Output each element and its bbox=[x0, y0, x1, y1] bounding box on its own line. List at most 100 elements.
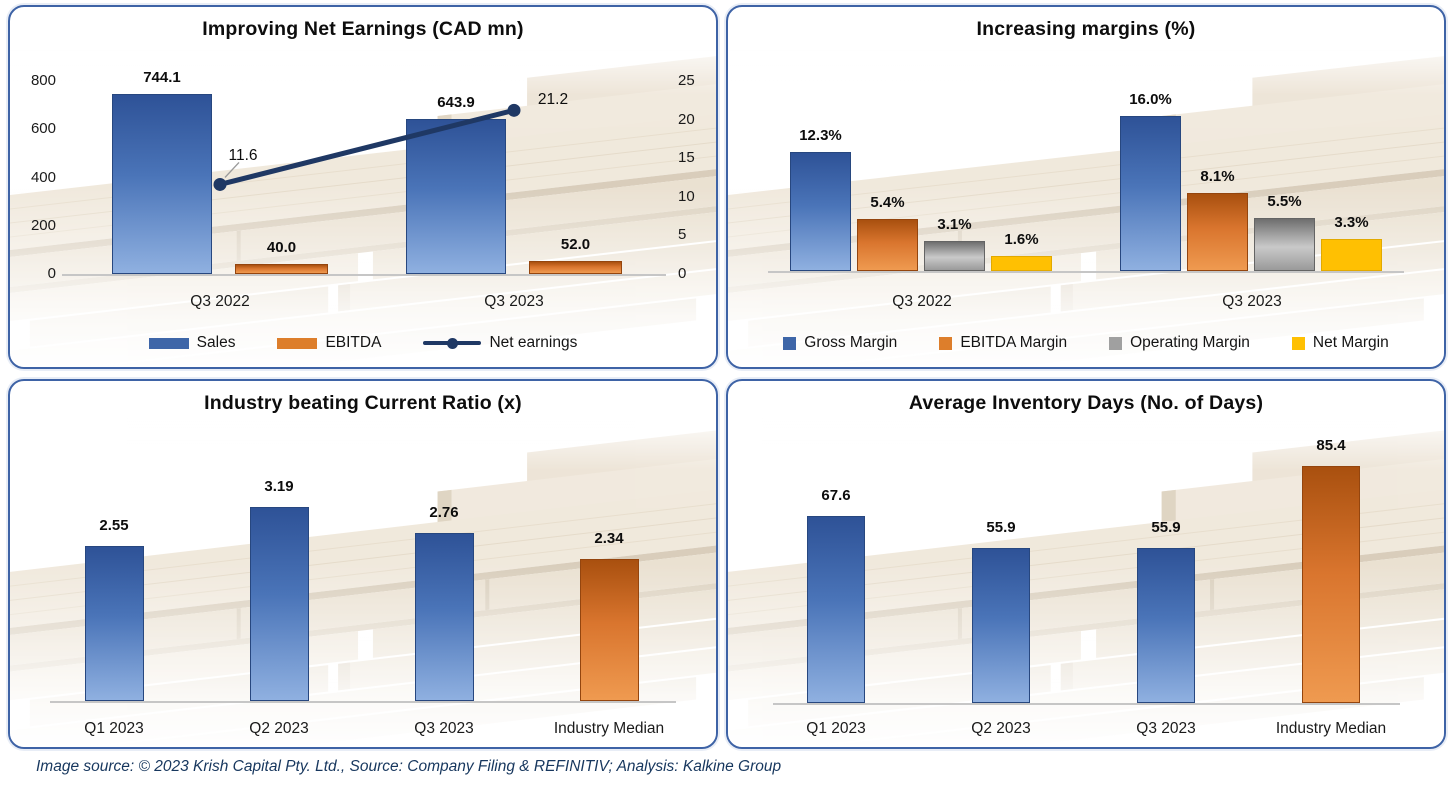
bar-operating-margin-q3-2022 bbox=[924, 240, 985, 271]
data-label-sales-q3-2022: 744.1 bbox=[143, 69, 181, 87]
legend-swatch-operating-margin bbox=[1109, 336, 1123, 350]
chart-legend: Sales EBITDA Net earnings bbox=[10, 334, 716, 352]
x-axis-label-q1-2023: Q1 2023 bbox=[806, 720, 866, 737]
legend-item-gross-margin: Gross Margin bbox=[783, 334, 897, 352]
legend-swatch-sales bbox=[148, 337, 189, 349]
legend-item-ebitda-margin: EBITDA Margin bbox=[939, 334, 1067, 352]
data-label-ebitda-q3-2023: 52.0 bbox=[560, 236, 591, 254]
chart-title: Industry beating Current Ratio (x) bbox=[204, 392, 522, 414]
data-label-operating-margin-q3-2022: 3.1% bbox=[937, 215, 972, 233]
data-label-ebitda-margin-q3-2022: 5.4% bbox=[870, 193, 905, 211]
data-label-ebitda-q3-2022: 40.0 bbox=[266, 239, 297, 257]
data-label-q1-2023: 67.6 bbox=[821, 486, 851, 504]
left-axis-tick: 200 bbox=[30, 216, 56, 234]
right-axis-tick: 20 bbox=[678, 110, 695, 128]
x-axis-line bbox=[768, 271, 1404, 273]
bar-ebitda-margin-q3-2023 bbox=[1187, 192, 1248, 271]
left-axis-tick: 0 bbox=[47, 265, 56, 282]
bar-operating-margin-q3-2023 bbox=[1254, 217, 1315, 271]
legend-label: EBITDA bbox=[325, 334, 382, 351]
x-axis-label-industry-median: Industry Median bbox=[1275, 720, 1387, 737]
x-axis-line bbox=[50, 701, 676, 703]
data-label-gross-margin-q3-2023: 16.0% bbox=[1129, 91, 1172, 109]
x-axis-label-q3-2022: Q3 2022 bbox=[190, 293, 250, 310]
data-label-industry-median: 2.34 bbox=[594, 529, 624, 547]
data-label-q1-2023: 2.55 bbox=[99, 516, 129, 534]
chart-title: Average Inventory Days (No. of Days) bbox=[908, 392, 1264, 414]
bar-gross-margin-q3-2022 bbox=[790, 151, 851, 271]
data-label-q2-2023: 3.19 bbox=[264, 477, 294, 495]
legend-label: Operating Margin bbox=[1130, 334, 1250, 351]
bar-q2-2023 bbox=[249, 506, 309, 701]
data-label-q2-2023: 55.9 bbox=[986, 519, 1016, 537]
bar-sales-q3-2023 bbox=[406, 118, 506, 274]
chart-plot-area: 12.3% 16.0% 5.4% 8.1% 3.1% 5.5% 1.6% 3.3% Q3 202… bbox=[728, 7, 1444, 367]
x-axis-label-q1-2023: Q1 2023 bbox=[84, 720, 144, 737]
current-ratio-chart-panel: Industry beating Current Ratio (x) 2.55 Q… bbox=[8, 379, 718, 749]
legend-label: Sales bbox=[196, 334, 236, 351]
legend-label: EBITDA Margin bbox=[960, 334, 1068, 351]
bar-gross-margin-q3-2023 bbox=[1120, 116, 1181, 271]
x-axis-label-q3-2023: Q3 2023 bbox=[1136, 720, 1196, 737]
net-earnings-point-q3-2022 bbox=[213, 177, 227, 191]
left-axis-tick: 600 bbox=[30, 120, 56, 138]
x-axis-label-q3-2023: Q3 2023 bbox=[1222, 293, 1282, 310]
data-label-q3-2023: 2.76 bbox=[429, 504, 459, 522]
bar-q2-2023 bbox=[972, 548, 1030, 703]
data-label-leader-line bbox=[224, 161, 240, 178]
x-axis-line bbox=[773, 703, 1400, 705]
legend-item-net-margin: Net Margin bbox=[1291, 334, 1389, 352]
legend-item-net-earnings: Net earnings bbox=[423, 334, 577, 352]
legend-swatch-net-margin bbox=[1291, 336, 1305, 350]
net-earnings-line bbox=[217, 107, 517, 187]
bar-q3-2023 bbox=[414, 533, 474, 701]
x-axis-line bbox=[62, 274, 666, 276]
legend-swatch-net-earnings bbox=[423, 337, 482, 349]
chart-title: Improving Net Earnings (CAD mn) bbox=[202, 18, 524, 40]
chart-plot-area: 2.55 Q1 2023 3.19 Q2 2023 2.76 Q3 2023 2.34 Ind… bbox=[10, 381, 716, 747]
right-axis-tick: 5 bbox=[678, 226, 687, 244]
data-label-q3-2023: 55.9 bbox=[1151, 519, 1181, 537]
chart-title: Increasing margins (%) bbox=[976, 18, 1196, 40]
x-axis-label-q3-2022: Q3 2022 bbox=[892, 293, 952, 310]
net-earnings-line-layer bbox=[213, 103, 521, 191]
data-label-industry-median: 85.4 bbox=[1316, 437, 1346, 455]
x-axis-label-q3-2023: Q3 2023 bbox=[414, 720, 474, 737]
data-label-net-earnings-q3-2023: 21.2 bbox=[537, 91, 569, 109]
bar-ebitda-margin-q3-2022 bbox=[857, 218, 918, 271]
bar-industry-median bbox=[579, 558, 639, 701]
data-label-gross-margin-q3-2022: 12.3% bbox=[799, 126, 842, 144]
x-axis-label-q2-2023: Q2 2023 bbox=[249, 720, 309, 737]
bar-industry-median bbox=[1302, 466, 1360, 703]
net-earnings-point-q3-2023 bbox=[507, 103, 521, 117]
x-axis-label-q2-2023: Q2 2023 bbox=[971, 720, 1031, 737]
margins-chart-panel: Increasing margins (%) 12.3% 16.0% 5.4% 8.1… bbox=[726, 5, 1446, 369]
bar-sales-q3-2022 bbox=[112, 94, 212, 274]
legend-swatch-gross-margin bbox=[783, 336, 797, 350]
legend-swatch-ebitda bbox=[277, 337, 318, 349]
bar-net-margin-q3-2022 bbox=[991, 255, 1052, 271]
data-label-ebitda-margin-q3-2023: 8.1% bbox=[1200, 167, 1235, 185]
data-label-operating-margin-q3-2023: 5.5% bbox=[1267, 192, 1302, 210]
data-label-net-margin-q3-2022: 1.6% bbox=[1004, 230, 1039, 248]
right-axis-tick: 25 bbox=[678, 72, 695, 89]
x-axis-label-industry-median: Industry Median bbox=[553, 720, 665, 737]
inventory-days-chart-panel: Average Inventory Days (No. of Days) 67.… bbox=[726, 379, 1446, 749]
bar-q1-2023 bbox=[807, 515, 865, 703]
x-axis-label-q3-2023: Q3 2023 bbox=[484, 293, 544, 310]
bar-q1-2023 bbox=[84, 545, 144, 701]
legend-line-marker bbox=[446, 337, 458, 349]
legend-swatch-ebitda-margin bbox=[939, 336, 953, 350]
bar-net-margin-q3-2023 bbox=[1321, 239, 1382, 271]
data-label-sales-q3-2023: 643.9 bbox=[437, 93, 475, 111]
chart-plot-area: 0 200 400 600 800 0 5 10 15 20 25 744.1 643.9 40.0 52.… bbox=[10, 7, 716, 367]
legend-label: Net Margin bbox=[1312, 334, 1389, 351]
bar-ebitda-q3-2022 bbox=[235, 264, 328, 274]
legend-label: Gross Margin bbox=[804, 334, 898, 351]
right-axis-tick: 15 bbox=[678, 149, 695, 167]
left-axis-tick: 800 bbox=[30, 72, 56, 89]
legend-item-ebitda: EBITDA bbox=[277, 334, 381, 352]
bar-ebitda-q3-2023 bbox=[529, 261, 622, 274]
right-axis-tick: 0 bbox=[678, 265, 687, 282]
